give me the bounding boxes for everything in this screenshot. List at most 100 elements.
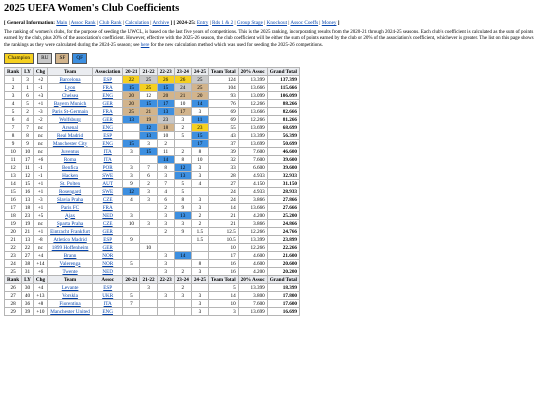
team-link[interactable]: Roma xyxy=(47,155,93,165)
team-link[interactable]: Ajax xyxy=(47,211,93,221)
season-points-cell: 2 xyxy=(173,283,192,293)
association-link[interactable]: ENG xyxy=(91,307,124,317)
team-link[interactable]: Bayern Munich xyxy=(47,99,93,109)
season-points-cell: 25 xyxy=(190,83,209,93)
association-link[interactable]: GER xyxy=(91,243,124,253)
assoc-share-cell: 13.666 xyxy=(237,107,268,117)
grand-total-cell: 39.600 xyxy=(266,155,301,165)
association-link[interactable]: NOR xyxy=(91,259,124,269)
intro-here-link[interactable]: here xyxy=(140,42,150,48)
team-link[interactable]: Lyon xyxy=(47,83,93,93)
association-link[interactable]: POR xyxy=(91,163,124,173)
column-header-20-assoc: 20% Assoc xyxy=(237,275,268,285)
association-link[interactable]: FRA xyxy=(91,83,124,93)
team-link[interactable]: Manchester City xyxy=(47,139,93,149)
association-link[interactable]: CZE xyxy=(91,195,124,205)
rank-cell: 3 xyxy=(3,91,23,101)
rank-cell: 10 xyxy=(3,147,23,157)
association-link[interactable]: SWE xyxy=(91,187,124,197)
assoc-share-cell: 13.699 xyxy=(237,123,268,133)
team-link[interactable]: Wolfsburg xyxy=(47,115,93,125)
column-header-22-23: 22-23 xyxy=(156,67,175,77)
team-link[interactable]: Eintracht Frankfurt xyxy=(47,227,93,237)
season-points-cell: 25 xyxy=(190,75,209,85)
nav-link-rds-1-2[interactable]: Rds 1 & 2 xyxy=(212,20,234,26)
nav-link-club-rank[interactable]: Club Rank xyxy=(99,20,122,26)
season-points-cell: 3 xyxy=(156,171,175,181)
team-link[interactable]: Valerenga xyxy=(47,259,93,269)
nav-link-assoc-coeffs[interactable]: Assoc Coeffs xyxy=(290,20,319,26)
association-link[interactable]: CZE xyxy=(91,219,124,229)
team-link[interactable]: Barcelona xyxy=(47,75,93,85)
nav-link-money[interactable]: Money xyxy=(321,20,337,26)
season-points-cell: 20 xyxy=(122,91,141,101)
nav-link-archive[interactable]: Archive xyxy=(152,20,170,26)
team-link[interactable]: Manchester United xyxy=(47,307,93,317)
association-link[interactable]: GER xyxy=(91,99,124,109)
association-link[interactable]: SWE xyxy=(91,171,124,181)
team-link[interactable]: Paris St-Germain xyxy=(47,107,93,117)
season-points-cell xyxy=(139,259,158,269)
association-link[interactable]: ESP xyxy=(91,131,124,141)
season-points-cell xyxy=(173,139,192,149)
assoc-share-cell: 13.399 xyxy=(237,131,268,141)
grand-total-cell: 50.699 xyxy=(266,139,301,149)
team-link[interactable]: St. Polten xyxy=(47,179,93,189)
team-link[interactable]: Benfica xyxy=(47,163,93,173)
association-link[interactable]: ITA xyxy=(91,155,124,165)
association-link[interactable]: ENG xyxy=(91,139,124,149)
grand-total-cell: 24.766 xyxy=(266,227,301,237)
association-link[interactable]: UKR xyxy=(91,291,124,301)
team-link[interactable]: Slavia Praha xyxy=(47,195,93,205)
association-link[interactable]: ESP xyxy=(91,283,124,293)
nav-link-knockout[interactable]: Knockout xyxy=(266,20,288,26)
season-points-cell xyxy=(122,243,141,253)
team-link[interactable]: Paris FC xyxy=(47,203,93,213)
team-link[interactable]: Rosengard xyxy=(47,187,93,197)
association-link[interactable]: ENG xyxy=(91,123,124,133)
association-link[interactable]: ESP xyxy=(91,75,124,85)
association-link[interactable]: NOR xyxy=(91,251,124,261)
rank-cell: 15 xyxy=(3,187,23,197)
nav-link-assoc-rank[interactable]: Assoc Rank xyxy=(70,20,96,26)
grand-total-cell: 39.600 xyxy=(266,163,301,173)
nav-link-main[interactable]: Main xyxy=(56,20,68,26)
team-link[interactable]: Juventus xyxy=(47,147,93,157)
nav-link-calculation[interactable]: Calculation xyxy=(125,20,150,26)
association-link[interactable]: FRA xyxy=(91,107,124,117)
team-link[interactable]: Twente xyxy=(47,267,93,277)
team-link[interactable]: Atletico Madrid xyxy=(47,235,93,245)
association-link[interactable]: ESP xyxy=(91,235,124,245)
association-link[interactable]: FRA xyxy=(91,203,124,213)
association-link[interactable]: NED xyxy=(91,211,124,221)
column-header-20-21: 20-21 xyxy=(122,275,141,285)
rank-cell: 11 xyxy=(3,155,23,165)
association-link[interactable]: GER xyxy=(91,227,124,237)
nav-separator: | xyxy=(262,20,267,26)
team-link[interactable]: Levante xyxy=(47,283,93,293)
team-link[interactable]: Sparta Praha xyxy=(47,219,93,229)
team-link[interactable]: Brann xyxy=(47,251,93,261)
season-points-cell: 3 xyxy=(156,211,175,221)
association-link[interactable]: NED xyxy=(91,267,124,277)
nav-link-group-stage[interactable]: Group Stage xyxy=(236,20,263,26)
association-link[interactable]: ITA xyxy=(91,147,124,157)
table-row: 28 36 +8 Fiorentina ITA 7 3 10 7.600 17.600 xyxy=(3,299,301,309)
association-link[interactable]: ITA xyxy=(91,299,124,309)
season-points-cell: 2 xyxy=(173,267,192,277)
season-points-cell: 11 xyxy=(190,115,209,125)
nav-link-entry[interactable]: Entry xyxy=(196,20,209,26)
season-points-cell: 5 xyxy=(122,291,141,301)
assoc-share-cell: 4.933 xyxy=(237,171,268,181)
association-link[interactable]: AUT xyxy=(91,179,124,189)
team-link[interactable]: Arsenal xyxy=(47,123,93,133)
team-link[interactable]: Real Madrid xyxy=(47,131,93,141)
team-link[interactable]: 1899 Hoffenheim xyxy=(47,243,93,253)
team-link[interactable]: Chelsea xyxy=(47,91,93,101)
team-link[interactable]: Vorskla xyxy=(47,291,93,301)
team-link[interactable]: Fiorentina xyxy=(47,299,93,309)
association-link[interactable]: GER xyxy=(91,115,124,125)
team-link[interactable]: Hacken xyxy=(47,171,93,181)
association-link[interactable]: ENG xyxy=(91,91,124,101)
last-year-cell: 22 xyxy=(21,243,34,253)
